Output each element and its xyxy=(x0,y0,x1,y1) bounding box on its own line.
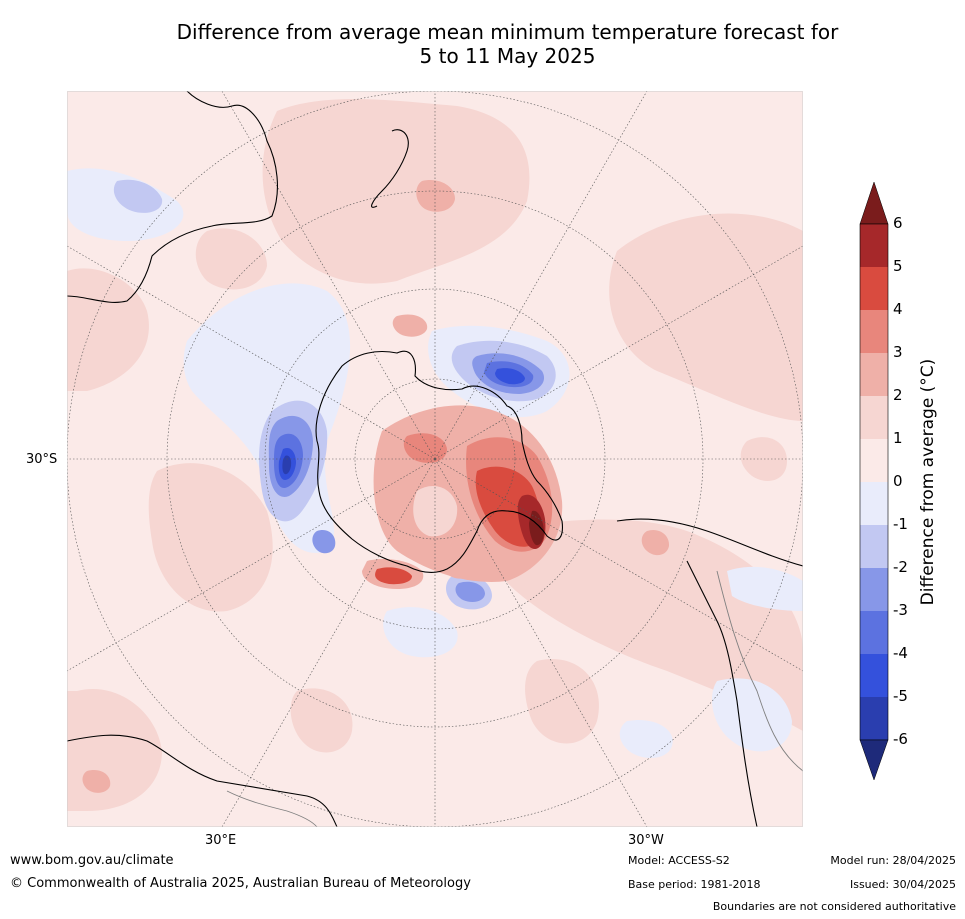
colorbar-bin xyxy=(860,396,888,439)
lon-label-30w: 30°W xyxy=(628,833,664,848)
colorbar-tick-label: 3 xyxy=(893,343,903,361)
map-title: Difference from average mean minimum tem… xyxy=(0,20,965,68)
coast-antarctica xyxy=(315,350,563,573)
coast-africa xyxy=(67,734,338,827)
footer-copyright: © Commonwealth of Australia 2025, Austra… xyxy=(10,876,471,891)
colorbar-svg xyxy=(859,181,889,781)
colorbar-bin xyxy=(860,525,888,568)
footer-base-period: Base period: 1981-2018 xyxy=(628,878,761,891)
colorbar-tick-label: 1 xyxy=(893,429,903,447)
colorbar-tick-label: 6 xyxy=(893,214,903,232)
colorbar-bin xyxy=(860,439,888,482)
colorbar-tick-label: -5 xyxy=(893,687,908,705)
map-frame xyxy=(67,91,803,827)
colorbar-under-triangle xyxy=(859,739,889,781)
colorbar xyxy=(840,180,960,790)
colorbar-bin xyxy=(860,353,888,396)
colorbar-tick-label: -1 xyxy=(893,515,908,533)
borders xyxy=(226,570,803,827)
coast-south-america xyxy=(616,518,803,827)
colorbar-tick-label: 5 xyxy=(893,257,903,275)
anomaly-cool-strong xyxy=(268,353,545,602)
colorbar-bin xyxy=(860,224,888,267)
anomaly-warm-strong xyxy=(82,180,670,793)
colorbar-bin xyxy=(860,310,888,353)
colorbar-bin xyxy=(860,482,888,525)
title-line-2: 5 to 11 May 2025 xyxy=(419,44,596,68)
colorbar-tick-label: -3 xyxy=(893,601,908,619)
colorbar-tick-label: -6 xyxy=(893,730,908,748)
footer-website: www.bom.gov.au/climate xyxy=(10,853,174,868)
graticule xyxy=(67,91,803,827)
colorbar-tick-label: -4 xyxy=(893,644,908,662)
colorbar-bin xyxy=(860,568,888,611)
polar-map xyxy=(67,91,803,827)
coast-australia xyxy=(67,91,278,303)
colorbar-bin xyxy=(860,267,888,310)
lon-label-30e: 30°E xyxy=(205,833,237,848)
colorbar-bin xyxy=(860,697,888,740)
lat-label-30s: 30°S xyxy=(26,452,58,467)
map-svg xyxy=(67,91,803,827)
footer-model-run: Model run: 28/04/2025 xyxy=(830,854,956,867)
colorbar-bin xyxy=(860,654,888,697)
colorbar-tick-label: -2 xyxy=(893,558,908,576)
coast-new-zealand xyxy=(371,129,409,208)
coastlines xyxy=(67,91,803,827)
colorbar-tick-label: 0 xyxy=(893,472,903,490)
footer-issued: Issued: 30/04/2025 xyxy=(849,878,956,891)
colorbar-bin xyxy=(860,611,888,654)
colorbar-tick-label: 2 xyxy=(893,386,903,404)
colorbar-over-triangle xyxy=(859,181,889,225)
colorbar-tick-label: 4 xyxy=(893,300,903,318)
title-line-1: Difference from average mean minimum tem… xyxy=(176,20,839,44)
footer-disclaimer: Boundaries are not considered authoritat… xyxy=(712,900,956,913)
colorbar-label: Difference from average (°C) xyxy=(918,358,938,606)
footer-model: Model: ACCESS-S2 xyxy=(628,854,730,867)
